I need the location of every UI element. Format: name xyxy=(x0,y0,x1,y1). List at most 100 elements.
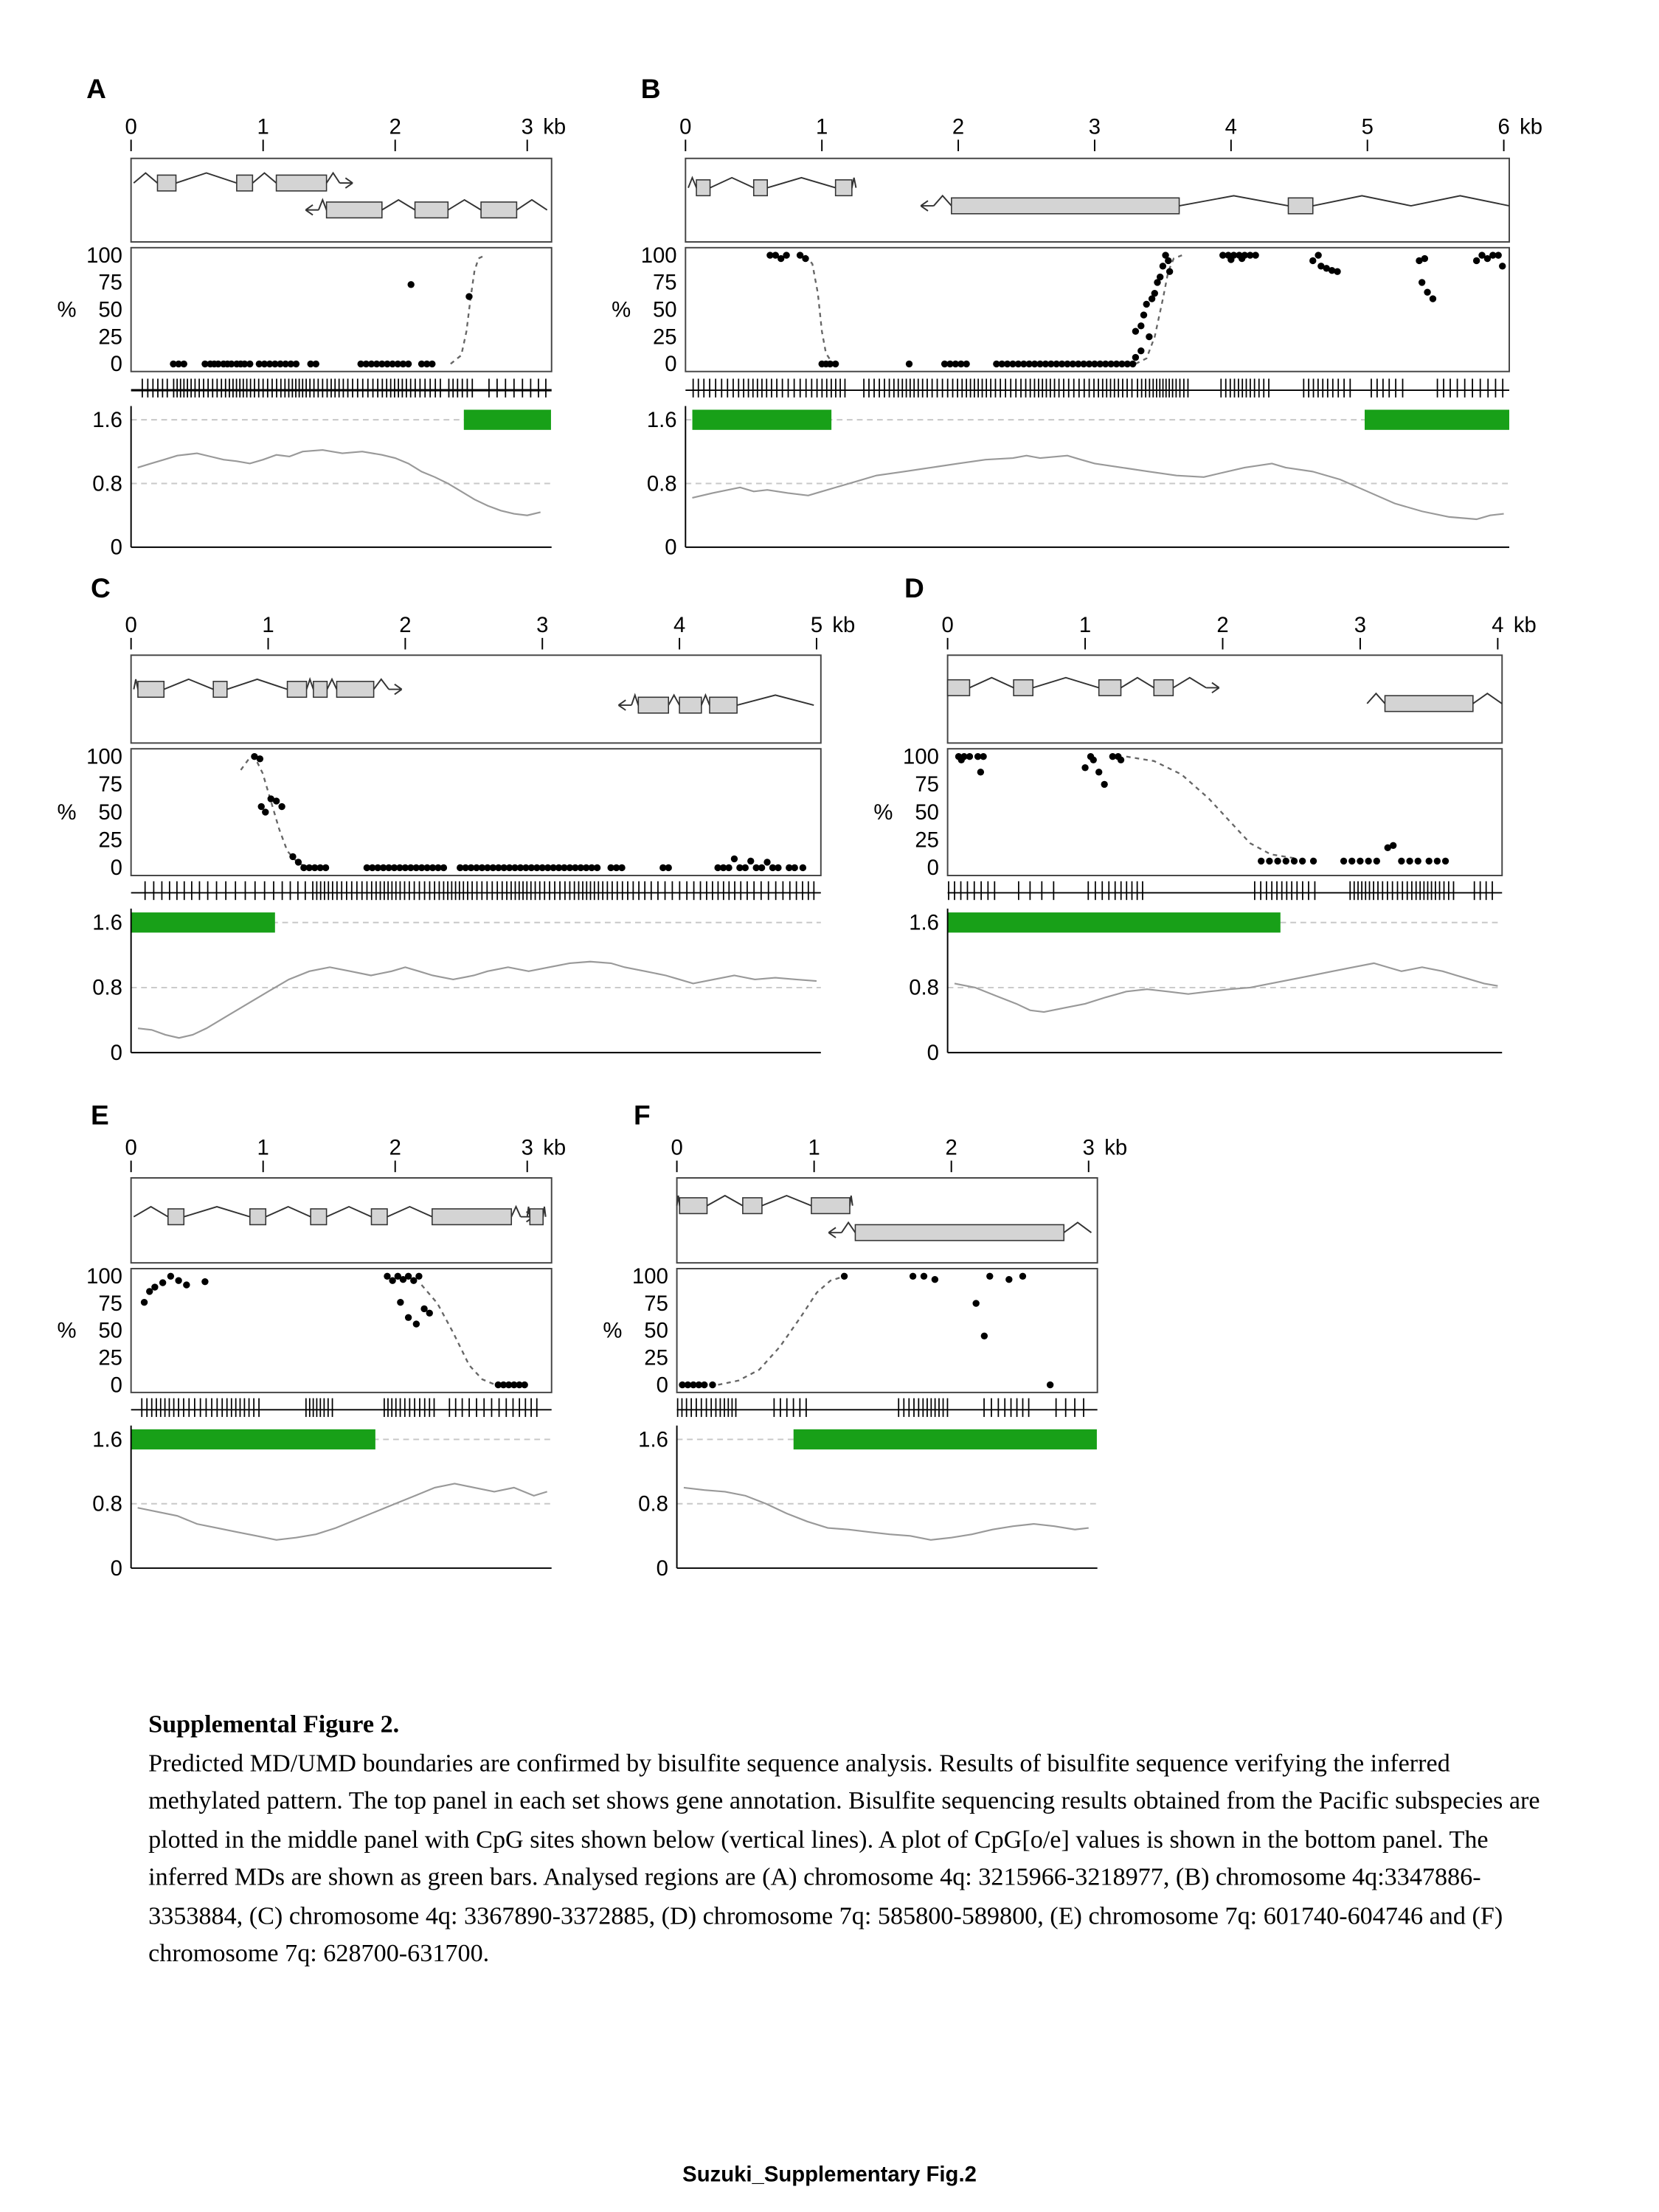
svg-text:3: 3 xyxy=(1083,1136,1095,1160)
gene-annotation-track xyxy=(130,157,553,243)
svg-text:A: A xyxy=(86,73,106,104)
cpg-sites-track xyxy=(676,1398,1098,1418)
svg-text:0: 0 xyxy=(941,613,953,637)
svg-text:3: 3 xyxy=(522,1136,533,1160)
svg-text:2: 2 xyxy=(1216,613,1228,637)
gene-annotation-track xyxy=(946,654,1503,744)
svg-text:D: D xyxy=(904,572,924,603)
svg-text:4: 4 xyxy=(1492,613,1503,637)
svg-text:1: 1 xyxy=(816,115,828,139)
svg-text:75: 75 xyxy=(644,1292,668,1316)
svg-text:%: % xyxy=(57,1319,76,1343)
svg-text:F: F xyxy=(634,1100,651,1131)
svg-text:3: 3 xyxy=(536,613,548,637)
md-bar xyxy=(793,1429,1097,1450)
svg-text:0.8: 0.8 xyxy=(909,976,939,1000)
svg-text:100: 100 xyxy=(86,745,122,769)
svg-text:0: 0 xyxy=(125,1136,137,1160)
kb-ruler: 0 1 2 3 kb xyxy=(125,1136,566,1173)
methylation-plot: 100 75 50 25 0% xyxy=(612,243,1510,376)
svg-text:kb: kb xyxy=(543,1136,566,1160)
svg-text:1: 1 xyxy=(1079,613,1091,637)
svg-text:100: 100 xyxy=(86,1264,122,1289)
svg-text:50: 50 xyxy=(98,1319,122,1343)
svg-text:50: 50 xyxy=(98,298,122,322)
cpg-oe-plot: 1.6 0.8 0 xyxy=(92,1425,552,1581)
svg-text:0: 0 xyxy=(665,352,676,376)
svg-text:50: 50 xyxy=(653,298,677,322)
svg-text:0.8: 0.8 xyxy=(92,471,122,496)
svg-text:1: 1 xyxy=(808,1136,820,1160)
md-bar xyxy=(131,912,275,933)
svg-text:0: 0 xyxy=(657,1373,668,1397)
figure-caption: Supplemental Figure 2. Predicted MD/UMD … xyxy=(148,1705,1556,1972)
svg-text:4: 4 xyxy=(1225,115,1237,139)
svg-text:kb: kb xyxy=(832,613,855,637)
svg-text:1.6: 1.6 xyxy=(92,1427,122,1452)
svg-text:C: C xyxy=(91,572,111,603)
svg-text:0: 0 xyxy=(111,535,122,560)
cpg-oe-plot: 1.6 0.8 0 xyxy=(647,406,1510,560)
gene-annotation-track xyxy=(130,654,822,744)
svg-text:2: 2 xyxy=(946,1136,957,1160)
caption-body: Predicted MD/UMD boundaries are confirme… xyxy=(148,1747,1540,1967)
svg-text:0.8: 0.8 xyxy=(638,1492,668,1516)
svg-text:25: 25 xyxy=(98,828,122,853)
kb-ruler: 0 1 2 3 kb xyxy=(125,115,566,151)
cpg-oe-plot: 1.6 0.8 0 xyxy=(638,1425,1098,1581)
svg-text:0: 0 xyxy=(111,1041,122,1065)
svg-text:1.6: 1.6 xyxy=(909,910,939,935)
gene-annotation-track xyxy=(130,1177,553,1264)
svg-text:0.8: 0.8 xyxy=(92,1492,122,1516)
svg-text:1: 1 xyxy=(257,115,269,139)
kb-ruler: 0 1 2 3 kb xyxy=(671,1136,1127,1173)
svg-text:1.6: 1.6 xyxy=(638,1427,668,1452)
svg-text:5: 5 xyxy=(1362,115,1374,139)
svg-text:100: 100 xyxy=(903,745,939,769)
cpg-sites-track xyxy=(947,881,1503,901)
svg-text:6: 6 xyxy=(1497,115,1509,139)
svg-text:0.8: 0.8 xyxy=(92,976,122,1000)
cpg-sites-track xyxy=(685,378,1510,398)
md-bar xyxy=(463,409,551,430)
kb-ruler: 0 1 2 3 4 kb xyxy=(941,613,1537,650)
svg-text:0: 0 xyxy=(671,1136,682,1160)
svg-text:50: 50 xyxy=(644,1319,668,1343)
caption-title: Supplemental Figure 2. xyxy=(148,1709,400,1738)
svg-text:75: 75 xyxy=(98,271,122,295)
methylation-plot: 100 75 50 25 0% xyxy=(873,745,1503,880)
svg-text:100: 100 xyxy=(632,1264,668,1289)
methylation-plot: 100 75 50 25 0% xyxy=(57,243,553,376)
svg-text:0: 0 xyxy=(111,352,122,376)
svg-text:1.6: 1.6 xyxy=(92,910,122,935)
svg-text:0: 0 xyxy=(111,1556,122,1581)
svg-text:kb: kb xyxy=(1514,613,1537,637)
cpg-sites-track xyxy=(131,1398,552,1418)
svg-text:2: 2 xyxy=(399,613,411,637)
svg-text:2: 2 xyxy=(389,115,401,139)
svg-text:kb: kb xyxy=(543,115,566,139)
svg-text:B: B xyxy=(641,73,661,104)
svg-text:2: 2 xyxy=(952,115,964,139)
svg-text:%: % xyxy=(612,298,631,322)
svg-text:%: % xyxy=(603,1319,622,1343)
cpg-sites-track xyxy=(131,881,821,901)
svg-text:25: 25 xyxy=(653,325,677,349)
md-bar xyxy=(947,912,1281,933)
svg-text:75: 75 xyxy=(98,1292,122,1316)
svg-text:0: 0 xyxy=(125,115,137,139)
svg-text:1: 1 xyxy=(257,1136,269,1160)
svg-text:0: 0 xyxy=(927,856,939,880)
md-bar xyxy=(1365,409,1509,430)
svg-text:1: 1 xyxy=(262,613,274,637)
svg-text:kb: kb xyxy=(1104,1136,1127,1160)
svg-text:50: 50 xyxy=(98,800,122,825)
svg-text:2: 2 xyxy=(389,1136,401,1160)
svg-text:%: % xyxy=(57,800,76,825)
svg-text:25: 25 xyxy=(98,325,122,349)
svg-text:0: 0 xyxy=(665,535,676,560)
